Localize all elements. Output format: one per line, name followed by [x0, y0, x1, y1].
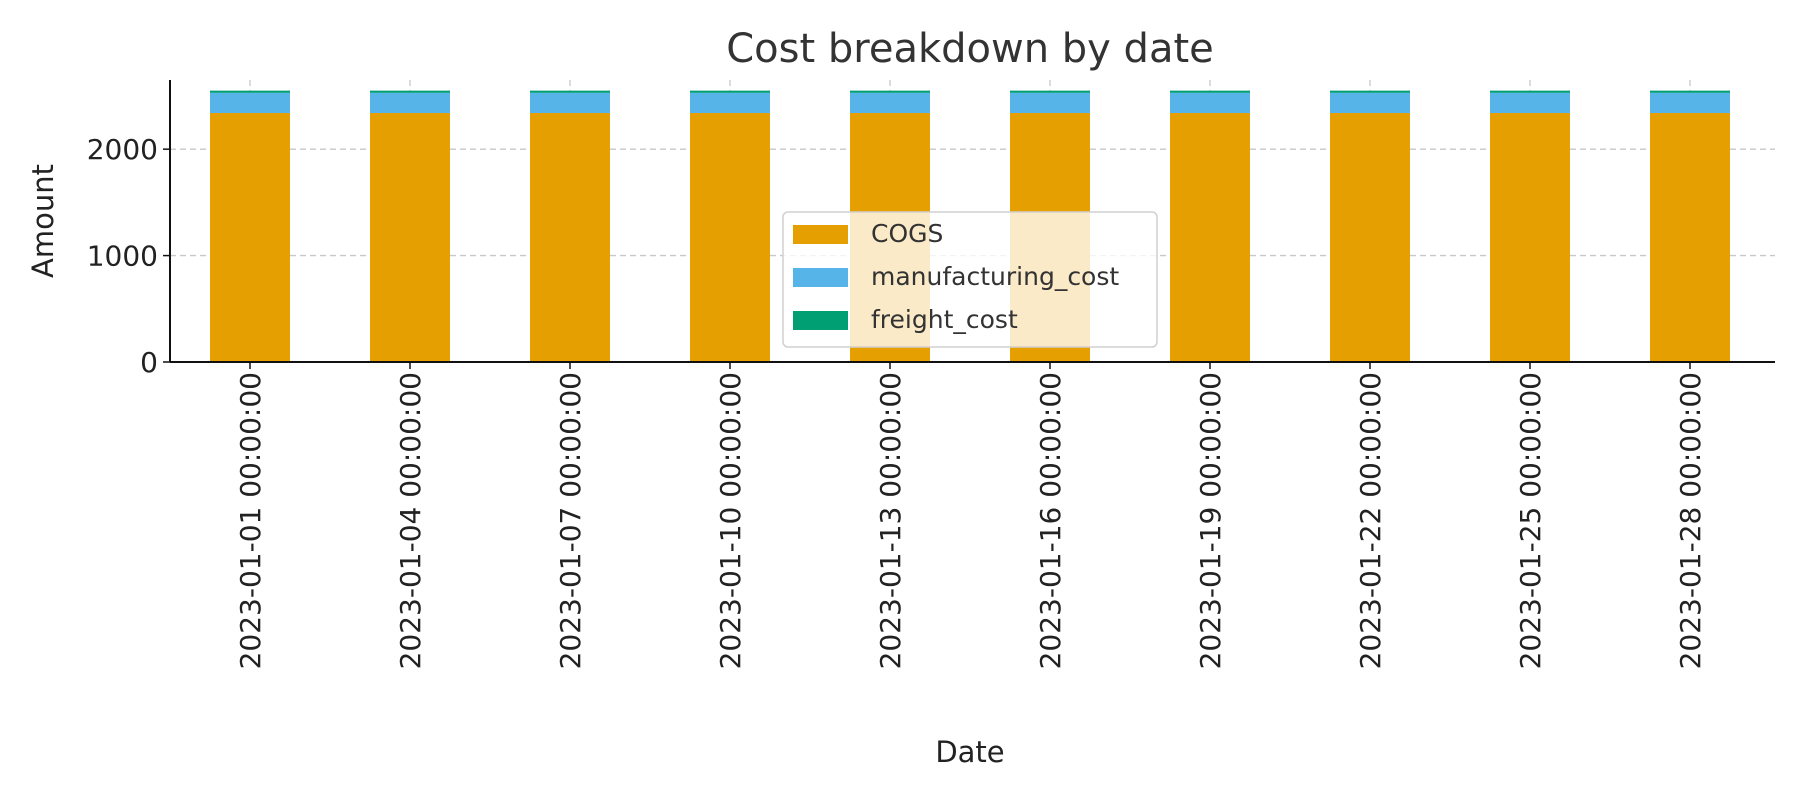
- y-ticks: 0 1000 2000: [87, 133, 170, 379]
- bar-COGS-6: [1170, 112, 1250, 362]
- legend-swatch-freight-cost: [793, 311, 848, 330]
- legend-swatch-COGS: [793, 225, 848, 244]
- bar-manufacturing-cost-0: [210, 92, 290, 113]
- axes: [169, 80, 1775, 363]
- x-tick-label: 2023-01-10 00:00:00: [714, 372, 747, 669]
- bars: [210, 90, 1730, 362]
- bar-freight-cost-8: [1490, 90, 1570, 93]
- bar-COGS-9: [1650, 112, 1730, 362]
- bar-manufacturing-cost-8: [1490, 92, 1570, 113]
- bar-COGS-3: [690, 112, 770, 362]
- bar-COGS-2: [530, 112, 610, 362]
- legend-label: freight_cost: [871, 305, 1018, 334]
- x-tick-label: 2023-01-13 00:00:00: [874, 372, 907, 669]
- x-axis-label: Date: [935, 735, 1004, 769]
- bar-manufacturing-cost-1: [370, 92, 450, 113]
- bar-COGS-7: [1330, 112, 1410, 362]
- bar-freight-cost-9: [1650, 90, 1730, 93]
- bar-COGS-0: [210, 112, 290, 362]
- bar-manufacturing-cost-3: [690, 92, 770, 113]
- x-tick-label: 2023-01-04 00:00:00: [394, 372, 427, 669]
- bar-manufacturing-cost-2: [530, 92, 610, 113]
- x-tick-label: 2023-01-25 00:00:00: [1514, 372, 1547, 669]
- bar-COGS-1: [370, 112, 450, 362]
- x-tick-label: 2023-01-19 00:00:00: [1194, 372, 1227, 669]
- legend: COGS manufacturing_cost freight_cost: [782, 211, 1158, 348]
- bar-freight-cost-7: [1330, 90, 1410, 93]
- bar-manufacturing-cost-6: [1170, 92, 1250, 113]
- legend-frame: [782, 211, 1158, 348]
- x-ticks: 2023-01-01 00:00:00 2023-01-04 00:00:00 20…: [234, 362, 1707, 669]
- x-tick-label: 2023-01-22 00:00:00: [1354, 372, 1387, 669]
- bar-freight-cost-6: [1170, 90, 1250, 93]
- bar-manufacturing-cost-7: [1330, 92, 1410, 113]
- bar-COGS-8: [1490, 112, 1570, 362]
- chart-title: Cost breakdown by date: [726, 26, 1214, 72]
- legend-swatch-manufacturing-cost: [793, 268, 848, 287]
- y-axis-label: Amount: [26, 164, 60, 278]
- bar-freight-cost-3: [690, 90, 770, 93]
- bar-manufacturing-cost-4: [850, 92, 930, 113]
- x-tick-label: 2023-01-28 00:00:00: [1674, 372, 1707, 669]
- bar-freight-cost-1: [370, 90, 450, 93]
- bar-freight-cost-5: [1010, 90, 1090, 93]
- bar-freight-cost-4: [850, 90, 930, 93]
- legend-label: manufacturing_cost: [871, 262, 1119, 291]
- y-tick-label: 2000: [87, 133, 158, 166]
- bar-manufacturing-cost-5: [1010, 92, 1090, 113]
- bar-freight-cost-0: [210, 90, 290, 93]
- bar-freight-cost-2: [530, 90, 610, 93]
- x-tick-label: 2023-01-01 00:00:00: [234, 372, 267, 669]
- x-tick-label: 2023-01-07 00:00:00: [554, 372, 587, 669]
- legend-label: COGS: [871, 219, 943, 248]
- y-tick-label: 1000: [87, 240, 158, 273]
- bar-manufacturing-cost-9: [1650, 92, 1730, 113]
- y-tick-label: 0: [140, 346, 158, 379]
- x-tick-label: 2023-01-16 00:00:00: [1034, 372, 1067, 669]
